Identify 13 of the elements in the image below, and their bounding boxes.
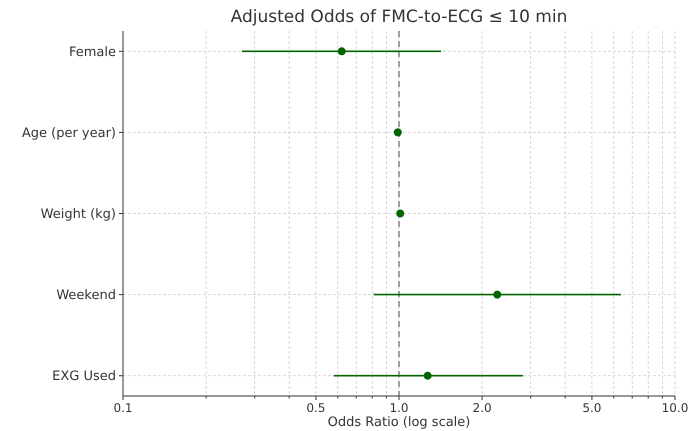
y-tick-label: Weekend: [56, 288, 116, 304]
y-tick-label: Female: [68, 44, 116, 60]
x-tick-label: 2.0: [472, 401, 492, 415]
y-tick-label: Weight (kg): [40, 207, 116, 222]
y-tick-label: EXG Used: [52, 369, 116, 384]
x-tick-label: 10.0: [662, 401, 688, 415]
x-tick-label: 0.1: [113, 401, 133, 415]
x-axis-title: Odds Ratio (log scale): [328, 415, 470, 430]
y-tick-label: Age (per year): [22, 126, 116, 141]
x-tick-label: 1.0: [389, 401, 409, 415]
x-tick-label: 0.5: [306, 401, 326, 415]
chart-title: Adjusted Odds of FMC-to-ECG ≤ 10 min: [230, 7, 568, 27]
x-tick-label: 5.0: [582, 401, 602, 415]
